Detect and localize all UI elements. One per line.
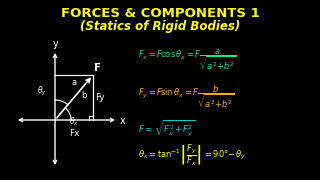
Text: FORCES & COMPONENTS 1: FORCES & COMPONENTS 1 — [60, 7, 260, 20]
Text: Fy: Fy — [95, 93, 105, 102]
Text: $\theta_x = \tan^{-1}\!\left|\dfrac{F_y}{F_x}\right| = 90°\!-\!\theta_y$: $\theta_x = \tan^{-1}\!\left|\dfrac{F_y}… — [138, 143, 246, 168]
Text: F: F — [94, 63, 101, 73]
Text: $\theta_x$: $\theta_x$ — [69, 115, 79, 127]
Text: y: y — [53, 39, 59, 49]
Text: $\theta_y$: $\theta_y$ — [37, 85, 47, 98]
Text: x: x — [120, 116, 126, 126]
Text: $F_y = F\!\sin\theta_x = F\dfrac{b}{\sqrt{a^2\!+\!b^2}}$: $F_y = F\!\sin\theta_x = F\dfrac{b}{\sqr… — [138, 83, 235, 110]
Text: b: b — [81, 91, 87, 100]
Text: a: a — [71, 78, 76, 87]
Text: $F_x = F\!\cos\theta_x = F\dfrac{a}{\sqrt{a^2\!+\!b^2}}$: $F_x = F\!\cos\theta_x = F\dfrac{a}{\sqr… — [138, 47, 237, 72]
Text: (Statics of Rigid Bodies): (Statics of Rigid Bodies) — [80, 20, 240, 33]
Text: Fx: Fx — [69, 129, 79, 138]
Text: $F = \sqrt{F_x^2\!+\!F_y^2}$: $F = \sqrt{F_x^2\!+\!F_y^2}$ — [138, 119, 195, 139]
